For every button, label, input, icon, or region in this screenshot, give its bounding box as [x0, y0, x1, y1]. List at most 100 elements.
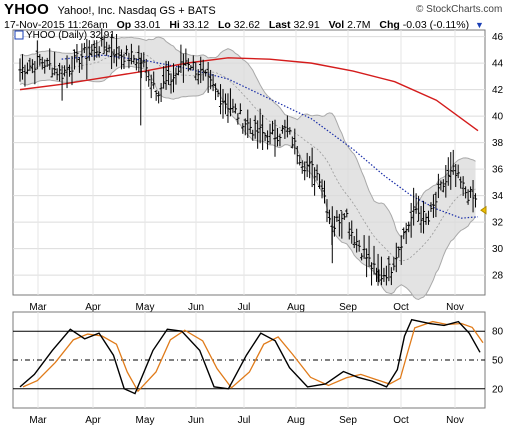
ohlc-bar — [283, 119, 287, 139]
ohlc-bar — [436, 173, 440, 199]
ohlc-bar — [110, 33, 114, 70]
ohlc-bar — [53, 51, 57, 76]
low-label: Lo — [217, 19, 231, 31]
price-x-tick-label: Aug — [287, 302, 305, 313]
price-x-tick-label: Oct — [393, 302, 409, 313]
ohlc-bar — [256, 120, 260, 149]
ohlc-bar — [357, 239, 361, 252]
stochastic-x-tick-label: Jul — [238, 415, 251, 426]
stochastic-plot — [19, 318, 484, 395]
high-label: Hi — [169, 19, 180, 31]
price-x-tick-label: Apr — [85, 302, 101, 313]
ohlc-bar — [43, 59, 47, 74]
ohlc-bar — [127, 53, 131, 69]
ohlc-bar — [191, 55, 195, 70]
price-x-tick-label: Sep — [339, 302, 357, 313]
ohlc-bar — [186, 58, 190, 72]
ohlc-bar — [243, 118, 247, 136]
ohlc-bar — [439, 180, 443, 191]
ohlc-bar — [18, 58, 22, 82]
ohlc-bar — [85, 38, 89, 80]
ohlc-bar — [310, 147, 314, 188]
ohlc-bar — [265, 130, 270, 150]
ohlc-bar — [102, 35, 106, 55]
ohlc-bar — [320, 179, 324, 199]
ohlc-bar — [149, 74, 153, 99]
ohlc-bar — [355, 228, 359, 253]
bollinger-band-fill — [20, 36, 476, 300]
ohlc-bar — [342, 212, 346, 220]
ohlc-bar — [23, 64, 27, 87]
ohlc-bar — [122, 53, 126, 70]
ohlc-bar — [300, 160, 304, 174]
ohlc-bar — [60, 65, 64, 101]
high-value: 33.12 — [182, 19, 210, 31]
ohlc-bar — [313, 167, 317, 196]
last-label: Last — [268, 19, 291, 31]
stochastic-y-tick-label: 50 — [492, 356, 504, 367]
ohlc-bar — [164, 60, 168, 90]
ohlc-bar — [379, 256, 384, 286]
ohlc-bar — [464, 186, 468, 199]
ohlc-bar — [350, 220, 354, 244]
ohlc-bar — [70, 55, 74, 86]
ohlc-bar — [416, 195, 421, 222]
stochastic-x-tick-label: Sep — [339, 415, 357, 426]
ohlc-bar — [471, 180, 475, 213]
header-line-1: YHOO Yahoo!, Inc. Nasdaq GS + BATS © Sto… — [4, 1, 520, 19]
ohlc-bar — [384, 265, 388, 286]
ohlc-bar — [340, 210, 344, 239]
ohlc-bar — [194, 61, 198, 81]
ohlc-bar — [305, 152, 309, 178]
ma-200-line — [19, 57, 479, 132]
ohlc-bar — [67, 64, 72, 77]
ohlc-bar — [87, 40, 91, 61]
ohlc-bar — [48, 48, 52, 70]
ohlc-bar — [166, 61, 171, 85]
ohlc-bar — [20, 54, 25, 80]
ohlc-bar — [38, 54, 42, 66]
brand-label: © StockCharts.com — [416, 4, 503, 15]
ohlc-bar — [275, 128, 280, 147]
bollinger-mid-line — [19, 51, 476, 262]
ohlc-bar — [40, 56, 44, 70]
ohlc-bar — [169, 73, 173, 94]
ohlc-bar — [134, 58, 138, 71]
ohlc-bar — [33, 60, 37, 85]
ohlc-bar — [327, 209, 332, 225]
change-value: -0.03 (-0.11%) — [402, 19, 470, 31]
ohlc-bar — [325, 199, 329, 222]
ohlc-bar — [77, 57, 82, 73]
ohlc-bar — [426, 210, 431, 225]
ohlc-bar — [30, 59, 34, 74]
price-legend: YHOO (Daily) 32.91 — [14, 30, 115, 41]
ohlc-bar — [288, 127, 292, 135]
price-x-tick-label: Jul — [238, 302, 251, 313]
ohlc-bar — [434, 191, 438, 218]
stochastic-k-line — [19, 318, 481, 395]
ohlc-bar — [119, 49, 124, 70]
price-y-axis: 28 30 32 34 36 38 40 42 44 46 — [492, 32, 504, 282]
ohlc-bar — [248, 118, 252, 135]
ohlc-bar — [95, 40, 99, 58]
ohlc-bar — [258, 108, 262, 144]
ohlc-bar — [72, 49, 77, 70]
ohlc-bar — [404, 222, 408, 245]
open-value: 33.01 — [134, 19, 161, 31]
volume-label: Vol — [328, 19, 345, 31]
price-y-tick-label: 40 — [492, 112, 504, 123]
ohlc-bar — [293, 128, 297, 155]
company-name: Yahoo!, Inc. — [57, 5, 116, 17]
volume-value: 2.7M — [347, 19, 371, 31]
ohlc-bar — [137, 45, 141, 73]
ohlc-bar — [25, 62, 30, 75]
stochastic-y-axis: 20 50 80 — [492, 327, 504, 396]
ohlc-bar — [129, 43, 134, 65]
ohlc-bar — [303, 161, 307, 181]
ohlc-bar — [364, 248, 369, 278]
ohlc-bar — [446, 157, 450, 186]
price-y-tick-label: 36 — [492, 165, 504, 176]
ohlc-bar — [372, 245, 376, 275]
symbol: YHOO — [4, 1, 49, 18]
ohlc-bar — [154, 89, 158, 101]
